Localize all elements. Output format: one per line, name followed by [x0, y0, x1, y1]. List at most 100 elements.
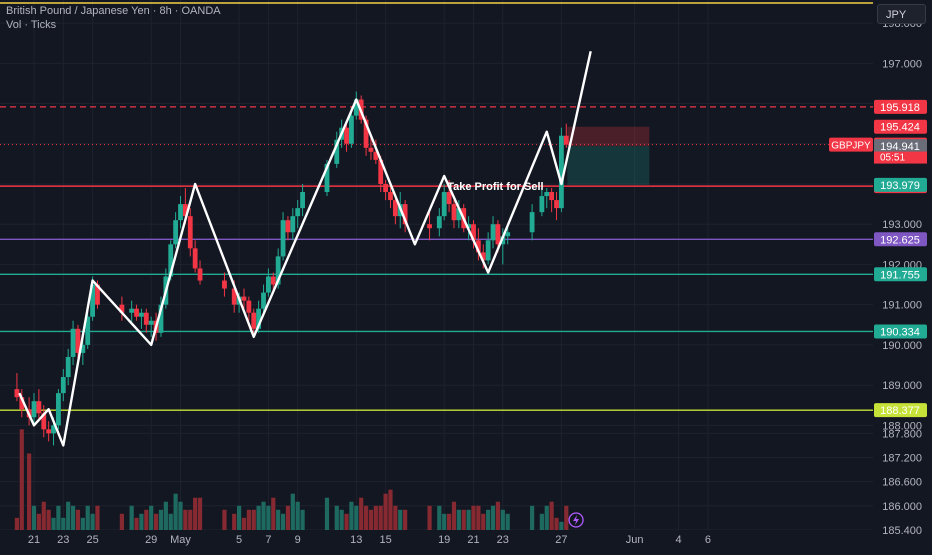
- volume-bar: [222, 509, 227, 550]
- candle-body: [75, 328, 81, 353]
- candle-body: [529, 212, 535, 233]
- candle-body: [563, 135, 569, 145]
- annotation-layer[interactable]: Take Profit for Sell: [447, 181, 543, 193]
- time-tick-label: 13: [350, 534, 362, 546]
- horizontal-levels[interactable]: [0, 2, 873, 411]
- zigzag-line: [18, 51, 592, 447]
- candle-body: [85, 316, 91, 345]
- price-tick-label: 197.000: [882, 58, 922, 70]
- time-tick-label: 19: [438, 534, 450, 546]
- time-tick-label: Jun: [626, 534, 644, 546]
- volume-bar: [300, 509, 305, 550]
- level-price-tag: 190.334: [880, 326, 920, 338]
- candle-body: [261, 292, 266, 309]
- candle-body: [280, 220, 286, 257]
- volume-bar: [378, 505, 383, 550]
- volume-legend: Vol · Ticks: [6, 19, 57, 31]
- candle-body: [275, 256, 281, 285]
- volume-bar: [266, 505, 271, 550]
- price-tick-label: 186.000: [882, 501, 922, 513]
- volume-bar: [398, 509, 403, 550]
- candle-body: [129, 308, 135, 313]
- candle-body: [158, 304, 164, 333]
- candle-body: [475, 240, 481, 253]
- volume-bar: [324, 497, 330, 550]
- volume-bar: [388, 489, 393, 550]
- time-tick-label: 21: [28, 534, 40, 546]
- currency-selector[interactable]: JPY: [877, 4, 926, 24]
- volume-bar: [27, 453, 32, 550]
- price-tick-label: 187.800: [882, 428, 922, 440]
- candle-body: [451, 204, 457, 221]
- candle-body: [505, 232, 511, 237]
- volume-bar: [549, 501, 554, 550]
- candle-body: [182, 204, 188, 217]
- candle-body: [90, 284, 95, 317]
- candle-body: [119, 304, 125, 313]
- grid-layer: [0, 0, 873, 531]
- price-tick-label: 189.000: [882, 380, 922, 392]
- volume-bar: [70, 505, 76, 550]
- stop-loss-zone: [567, 126, 650, 147]
- candle-body: [441, 192, 447, 217]
- candle-body: [80, 344, 86, 353]
- volume-bar: [544, 505, 549, 550]
- price-tick-label: 186.600: [882, 477, 922, 489]
- candle-body: [51, 425, 56, 434]
- symbol-tag-bg: [829, 137, 873, 152]
- time-tick-label: 9: [295, 534, 301, 546]
- volume-bar: [188, 509, 193, 550]
- volume-bar: [359, 497, 364, 550]
- time-tick-label: 4: [676, 534, 682, 546]
- volume-bar: [66, 501, 71, 550]
- volume-bar: [495, 501, 501, 550]
- time-tick-label: 6: [705, 534, 711, 546]
- volume-bar: [41, 501, 46, 550]
- candle-body: [349, 115, 354, 144]
- candle-body: [41, 413, 47, 430]
- volume-bar: [490, 505, 496, 550]
- volume-bar: [373, 505, 378, 550]
- volume-bar: [295, 501, 300, 550]
- take-profit-zone: [567, 146, 650, 185]
- candle-body: [495, 224, 501, 245]
- price-tag-bg: [874, 139, 927, 154]
- volume-bar: [85, 505, 90, 550]
- volume-bar: [19, 429, 24, 550]
- time-tick-label: 23: [497, 534, 509, 546]
- candle-body: [353, 99, 359, 116]
- volume-bar: [31, 505, 37, 550]
- candle-body: [334, 139, 340, 164]
- time-axis[interactable]: 21 23 25 29 May 5 7 9 13 15 19 21 23 27 Jun 4 6: [0, 530, 873, 550]
- candle-body: [466, 224, 472, 229]
- volume-bar: [393, 505, 398, 550]
- price-tick-label: 190.000: [882, 340, 922, 352]
- volume-bar: [246, 509, 251, 550]
- candle-body: [368, 147, 374, 152]
- position-tool[interactable]: [567, 126, 650, 185]
- candle-body: [46, 429, 52, 434]
- zigzag-drawing[interactable]: [18, 51, 592, 447]
- candle-body: [222, 280, 227, 289]
- volume-bar: [75, 509, 81, 550]
- candle-body: [134, 308, 139, 317]
- take-profit-label: Take Profit for Sell: [447, 181, 543, 193]
- volume-bar: [349, 501, 354, 550]
- level-price-tag-bg: [874, 324, 927, 339]
- candle-body: [143, 312, 149, 325]
- candle-body: [402, 204, 408, 225]
- time-tick-label: May: [170, 534, 191, 546]
- level-price-tag: 191.755: [880, 269, 920, 281]
- volume-bar: [158, 509, 164, 550]
- volume-bar: [261, 501, 266, 550]
- volume-bar: [466, 509, 471, 550]
- volume-bar: [363, 505, 369, 550]
- volume-bar: [500, 509, 505, 550]
- price-tag: 193.979: [880, 180, 920, 192]
- candle-body: [56, 393, 61, 426]
- candle-body: [60, 377, 66, 394]
- candle-body: [173, 220, 179, 245]
- candle-body: [427, 224, 432, 229]
